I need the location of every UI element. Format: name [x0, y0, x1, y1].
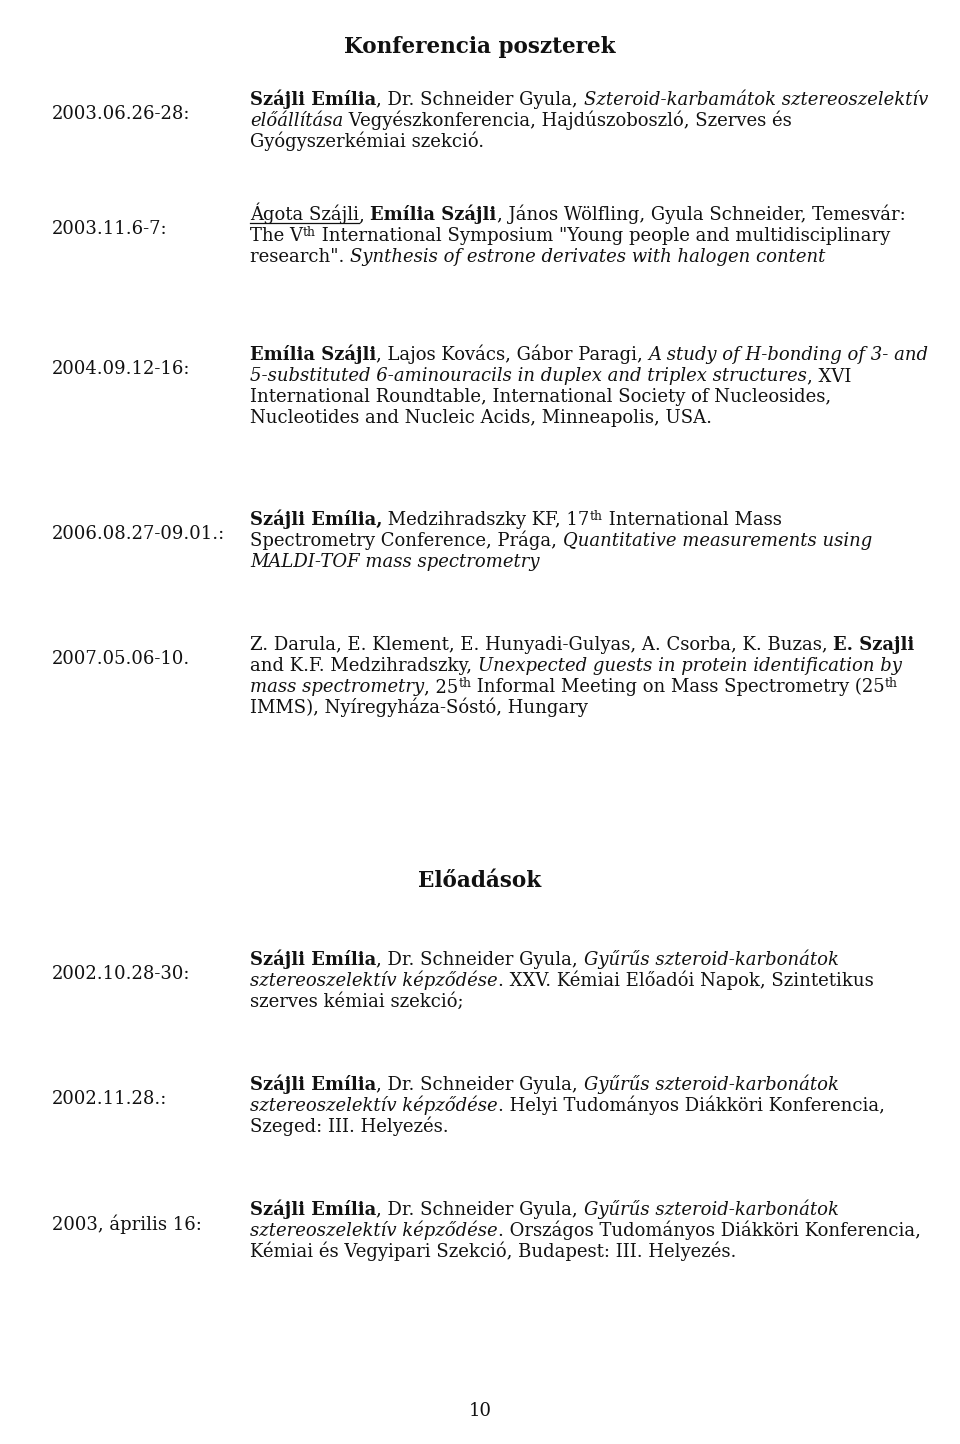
- Text: Z. Darula, E. Klement, E. Hunyadi-Gulyas, A. Csorba, K. Buzas,: Z. Darula, E. Klement, E. Hunyadi-Gulyas…: [250, 635, 833, 654]
- Text: . Helyi Tudományos Diákköri Konferencia,: . Helyi Tudományos Diákköri Konferencia,: [497, 1096, 884, 1115]
- Text: research".: research".: [250, 248, 350, 266]
- Text: Előadások: Előadások: [419, 869, 541, 892]
- Text: . XXV. Kémiai Előadói Napok, Szintetikus: . XXV. Kémiai Előadói Napok, Szintetikus: [497, 970, 874, 991]
- Text: 2006.08.27-09.01.:: 2006.08.27-09.01.:: [52, 526, 226, 543]
- Text: Spectrometry Conference, Prága,: Spectrometry Conference, Prága,: [250, 530, 563, 550]
- Text: Gyógyszerkémiai szekció.: Gyógyszerkémiai szekció.: [250, 131, 484, 152]
- Text: , Dr. Schneider Gyula,: , Dr. Schneider Gyula,: [376, 952, 584, 969]
- Text: Gyűrűs szteroid-karbonátok: Gyűrűs szteroid-karbonátok: [584, 1074, 838, 1095]
- Text: 5-substituted 6-aminouracils in duplex and triplex structures: 5-substituted 6-aminouracils in duplex a…: [250, 367, 806, 386]
- Text: Gyűrűs szteroid-karbonátok: Gyűrűs szteroid-karbonátok: [584, 1200, 838, 1219]
- Text: Synthesis of estrone derivates with halogen content: Synthesis of estrone derivates with halo…: [350, 248, 826, 266]
- Text: th: th: [885, 677, 898, 690]
- Text: , Lajos Kovács, Gábor Paragi,: , Lajos Kovács, Gábor Paragi,: [376, 345, 649, 364]
- Text: Vegyészkonferencia, Hajdúszoboszló, Szerves és: Vegyészkonferencia, Hajdúszoboszló, Szer…: [344, 111, 792, 130]
- Text: Szteroid-karbamátok sztereoszelektív: Szteroid-karbamátok sztereoszelektív: [584, 91, 928, 108]
- Text: , János Wölfling, Gyula Schneider, Temesvár:: , János Wölfling, Gyula Schneider, Temes…: [496, 205, 905, 224]
- Text: Ágota Szájli: Ágota Szájli: [250, 202, 359, 224]
- Text: Szájli Emília: Szájli Emília: [250, 1074, 376, 1095]
- Text: th: th: [458, 677, 471, 690]
- Text: Szájli Emília: Szájli Emília: [250, 90, 376, 108]
- Text: Szeged: III. Helyezés.: Szeged: III. Helyezés.: [250, 1116, 448, 1136]
- Text: Nucleotides and Nucleic Acids, Minneapolis, USA.: Nucleotides and Nucleic Acids, Minneapol…: [250, 409, 712, 427]
- Text: sztereoszelektív képződése: sztereoszelektív képződése: [250, 970, 497, 991]
- Text: Unexpected guests in protein identification by: Unexpected guests in protein identificat…: [478, 657, 901, 674]
- Text: sztereoszelektív képződése: sztereoszelektív képződése: [250, 1220, 497, 1240]
- Text: Informal Meeting on Mass Spectrometry (25: Informal Meeting on Mass Spectrometry (2…: [471, 677, 885, 696]
- Text: Gyűrűs szteroid-karbonátok: Gyűrűs szteroid-karbonátok: [584, 950, 838, 969]
- Text: International Symposium "Young people and multidisciplinary: International Symposium "Young people an…: [316, 227, 890, 245]
- Text: , Dr. Schneider Gyula,: , Dr. Schneider Gyula,: [376, 91, 584, 108]
- Text: Szájli Emília,: Szájli Emília,: [250, 510, 382, 529]
- Text: 10: 10: [468, 1402, 492, 1419]
- Text: th: th: [589, 510, 603, 523]
- Text: A study of H-bonding of 3- and: A study of H-bonding of 3- and: [649, 347, 928, 364]
- Text: 2003.06.26-28:: 2003.06.26-28:: [52, 105, 190, 123]
- Text: , XVI: , XVI: [806, 367, 852, 386]
- Text: th: th: [303, 227, 316, 240]
- Text: 2007.05.06-10.: 2007.05.06-10.: [52, 650, 190, 669]
- Text: 2004.09.12-16:: 2004.09.12-16:: [52, 360, 190, 378]
- Text: ,: ,: [359, 206, 371, 224]
- Text: Kémiai és Vegyipari Szekció, Budapest: III. Helyezés.: Kémiai és Vegyipari Szekció, Budapest: I…: [250, 1242, 736, 1261]
- Text: The V: The V: [250, 227, 303, 245]
- Text: , Dr. Schneider Gyula,: , Dr. Schneider Gyula,: [376, 1076, 584, 1095]
- Text: 2003, április 16:: 2003, április 16:: [52, 1214, 202, 1235]
- Text: Szájli Emília: Szájli Emília: [250, 1200, 376, 1219]
- Text: MALDI-TOF mass spectrometry: MALDI-TOF mass spectrometry: [250, 553, 540, 570]
- Text: . Országos Tudományos Diákköri Konferencia,: . Országos Tudományos Diákköri Konferenc…: [497, 1220, 921, 1240]
- Text: and K.F. Medzihradszky,: and K.F. Medzihradszky,: [250, 657, 478, 674]
- Text: Emília Szájli: Emília Szájli: [371, 205, 496, 224]
- Text: International Mass: International Mass: [603, 511, 781, 529]
- Text: , 25: , 25: [424, 679, 458, 696]
- Text: Medzihradszky KF, 17: Medzihradszky KF, 17: [382, 511, 589, 529]
- Text: , Dr. Schneider Gyula,: , Dr. Schneider Gyula,: [376, 1201, 584, 1219]
- Text: Konferencia poszterek: Konferencia poszterek: [345, 36, 615, 58]
- Text: mass spectrometry: mass spectrometry: [250, 679, 424, 696]
- Text: 2002.10.28-30:: 2002.10.28-30:: [52, 965, 190, 983]
- Text: Emília Szájli: Emília Szájli: [250, 345, 376, 364]
- Text: Quantitative measurements using: Quantitative measurements using: [563, 531, 872, 550]
- Text: előállítása: előállítása: [250, 113, 344, 130]
- Text: 2002.11.28.:: 2002.11.28.:: [52, 1090, 167, 1108]
- Text: E. Szajli: E. Szajli: [833, 635, 915, 654]
- Text: sztereoszelektív képződése: sztereoszelektív képződése: [250, 1096, 497, 1115]
- Text: Szájli Emília: Szájli Emília: [250, 950, 376, 969]
- Text: International Roundtable, International Society of Nucleosides,: International Roundtable, International …: [250, 388, 831, 406]
- Text: 2003.11.6-7:: 2003.11.6-7:: [52, 219, 168, 238]
- Text: szerves kémiai szekció;: szerves kémiai szekció;: [250, 993, 464, 1011]
- Text: IMMS), Nyíregyháza-Sóstó, Hungary: IMMS), Nyíregyháza-Sóstó, Hungary: [250, 697, 588, 718]
